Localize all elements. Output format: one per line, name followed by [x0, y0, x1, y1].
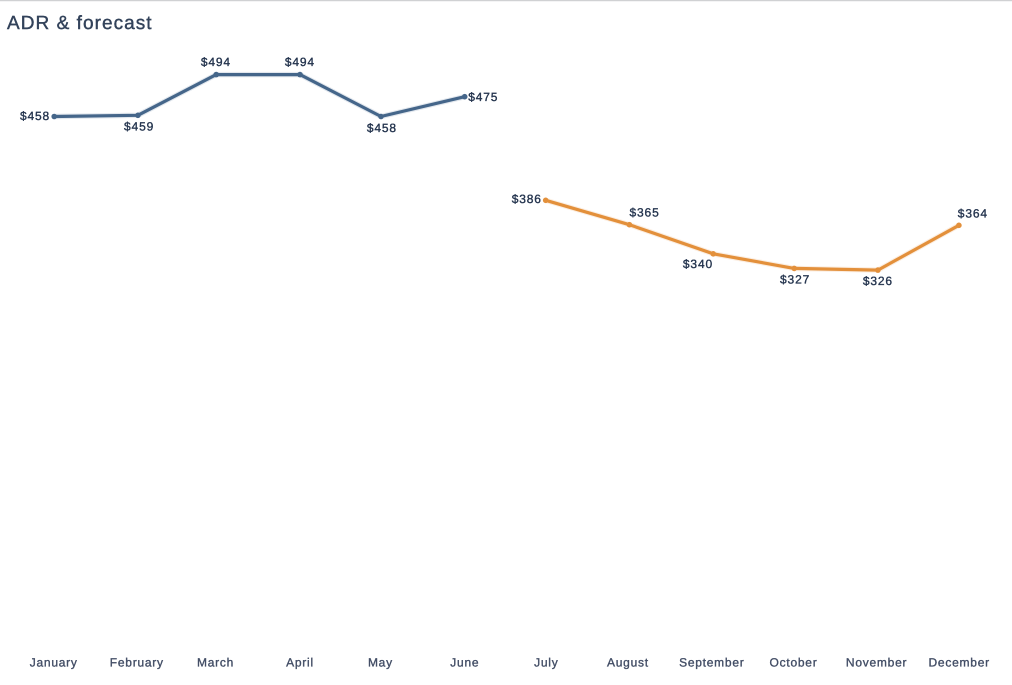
svg-text:$458: $458 — [20, 109, 50, 123]
svg-text:July: July — [534, 656, 558, 670]
svg-text:March: March — [197, 656, 234, 670]
svg-text:October: October — [770, 656, 818, 670]
svg-text:$365: $365 — [630, 205, 660, 219]
svg-text:May: May — [368, 656, 393, 670]
svg-text:$494: $494 — [285, 55, 315, 69]
svg-text:January: January — [30, 656, 78, 670]
svg-text:November: November — [846, 656, 907, 670]
svg-text:ADR & forecast: ADR & forecast — [7, 13, 153, 34]
svg-text:December: December — [929, 656, 990, 670]
svg-text:$386: $386 — [512, 192, 542, 206]
svg-text:$327: $327 — [780, 273, 810, 287]
svg-text:August: August — [607, 656, 649, 670]
svg-text:$475: $475 — [468, 90, 498, 104]
svg-text:September: September — [679, 656, 744, 670]
svg-text:$364: $364 — [958, 206, 988, 220]
svg-text:$326: $326 — [863, 274, 893, 288]
svg-text:$458: $458 — [367, 121, 397, 135]
svg-text:$459: $459 — [124, 119, 154, 133]
svg-text:April: April — [286, 656, 314, 670]
svg-text:June: June — [450, 656, 479, 670]
svg-text:$340: $340 — [683, 257, 713, 271]
svg-text:$494: $494 — [201, 55, 231, 69]
svg-text:February: February — [110, 656, 164, 670]
